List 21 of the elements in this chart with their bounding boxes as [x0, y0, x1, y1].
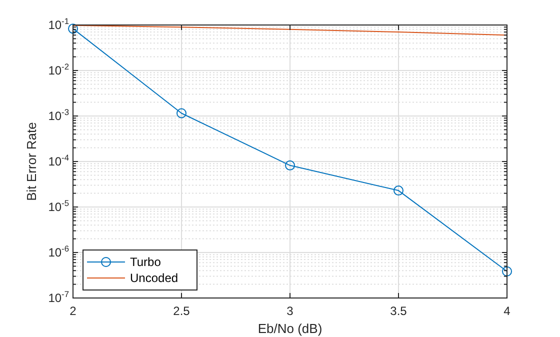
y-tick-label: 10$^{-3}$ [48, 107, 70, 123]
point [285, 160, 295, 170]
y-tick-label: 10$^{-7}$ [48, 289, 70, 305]
x-tick-label: 3.5 [390, 304, 408, 318]
x-tick-label: 2 [70, 304, 77, 318]
x-tick-label: 2.5 [173, 304, 190, 318]
point [68, 24, 78, 34]
point [176, 108, 186, 118]
x-tick-label: 4 [504, 304, 511, 318]
y-tick-label: 10$^{-5}$ [48, 198, 70, 214]
point [394, 186, 404, 196]
legend-label: Uncoded [130, 271, 178, 285]
x-tick-label: 3 [286, 304, 294, 318]
y-tick-label: 10$^{-6}$ [48, 244, 70, 260]
y-axis-title: Bit Error Rate [24, 122, 39, 201]
y-tick-label: 10$^{-4}$ [48, 152, 70, 168]
y-tick-label: 10$^{-2}$ [48, 62, 70, 78]
x-axis-title: Eb/No (dB) [258, 321, 322, 336]
y-tick-label: 10$^{-1}$ [48, 16, 70, 32]
legend-label: Turbo [130, 255, 162, 269]
point [502, 266, 512, 276]
